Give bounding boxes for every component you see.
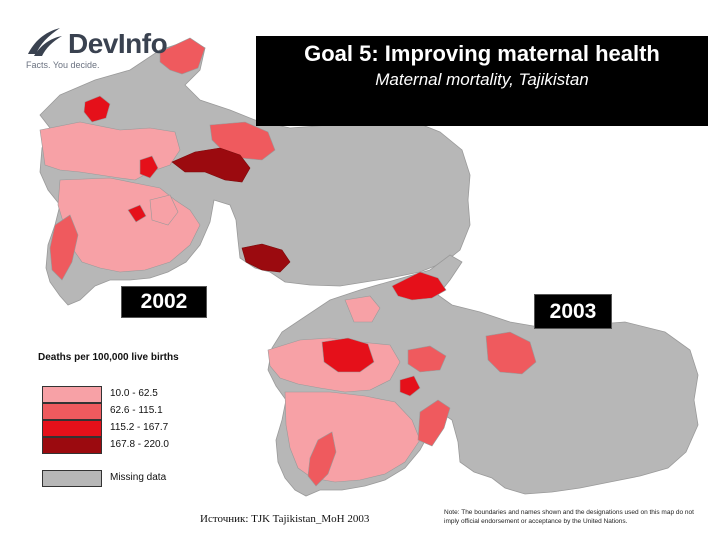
logo-tagline: Facts. You decide. xyxy=(26,60,100,70)
map-2003-region-nw xyxy=(344,295,381,323)
map-2002-region-center-high xyxy=(139,155,159,179)
map-2002-region-southwest xyxy=(49,214,79,281)
devinfo-logo: DevInfo Facts. You decide. xyxy=(22,20,202,78)
map-2003-region-dot xyxy=(399,375,421,397)
map-2002-region-max xyxy=(171,147,251,183)
map-2003-region-southeast xyxy=(417,399,451,447)
map-2003-region-north xyxy=(391,271,447,301)
map-2003-region-center xyxy=(321,337,375,373)
logo-wordmark: DevInfo xyxy=(68,28,168,59)
year-label-2003: 2003 xyxy=(534,294,612,329)
legend-label: 62.6 - 115.1 xyxy=(110,405,163,416)
legend-title: Deaths per 100,000 live births xyxy=(38,352,179,363)
title-main: Goal 5: Improving maternal health xyxy=(304,41,660,66)
map-2003 xyxy=(267,254,699,497)
legend-swatch xyxy=(42,420,102,437)
map-2002-region-dot xyxy=(127,204,147,223)
legend-label: 167.8 - 220.0 xyxy=(110,439,169,450)
map-2002-region-south-pink xyxy=(149,194,179,226)
map-2003-region-center-east xyxy=(485,331,537,375)
legend-label: 115.2 - 167.7 xyxy=(110,422,169,433)
disclaimer-note: Note: The boundaries and names shown and… xyxy=(444,509,694,525)
year-label-2002: 2002 xyxy=(121,286,207,318)
legend-swatch xyxy=(42,403,102,420)
source-text: Источник: TJK Tajikistan_MoH 2003 xyxy=(200,513,370,525)
legend-label: Missing data xyxy=(110,472,167,483)
map-2002-region-southeast xyxy=(241,243,291,273)
map-2002 xyxy=(39,37,471,306)
legend-swatch xyxy=(42,470,102,487)
map-2003-region-southwest xyxy=(307,431,337,487)
legend: Deaths per 100,000 live births 10.0 - 62… xyxy=(38,352,238,492)
title-panel: Goal 5: Improving maternal health Matern… xyxy=(256,36,708,126)
map-2003-region-center-mid xyxy=(407,345,447,373)
legend-swatch xyxy=(42,437,102,454)
devinfo-swoosh-icon xyxy=(28,28,62,56)
legend-swatch xyxy=(42,386,102,403)
legend-label: 10.0 - 62.5 xyxy=(110,388,158,399)
map-2002-region-nw xyxy=(83,95,111,123)
map-2002-region-north xyxy=(159,37,206,75)
title-subtitle: Maternal mortality, Tajikistan xyxy=(375,70,589,89)
